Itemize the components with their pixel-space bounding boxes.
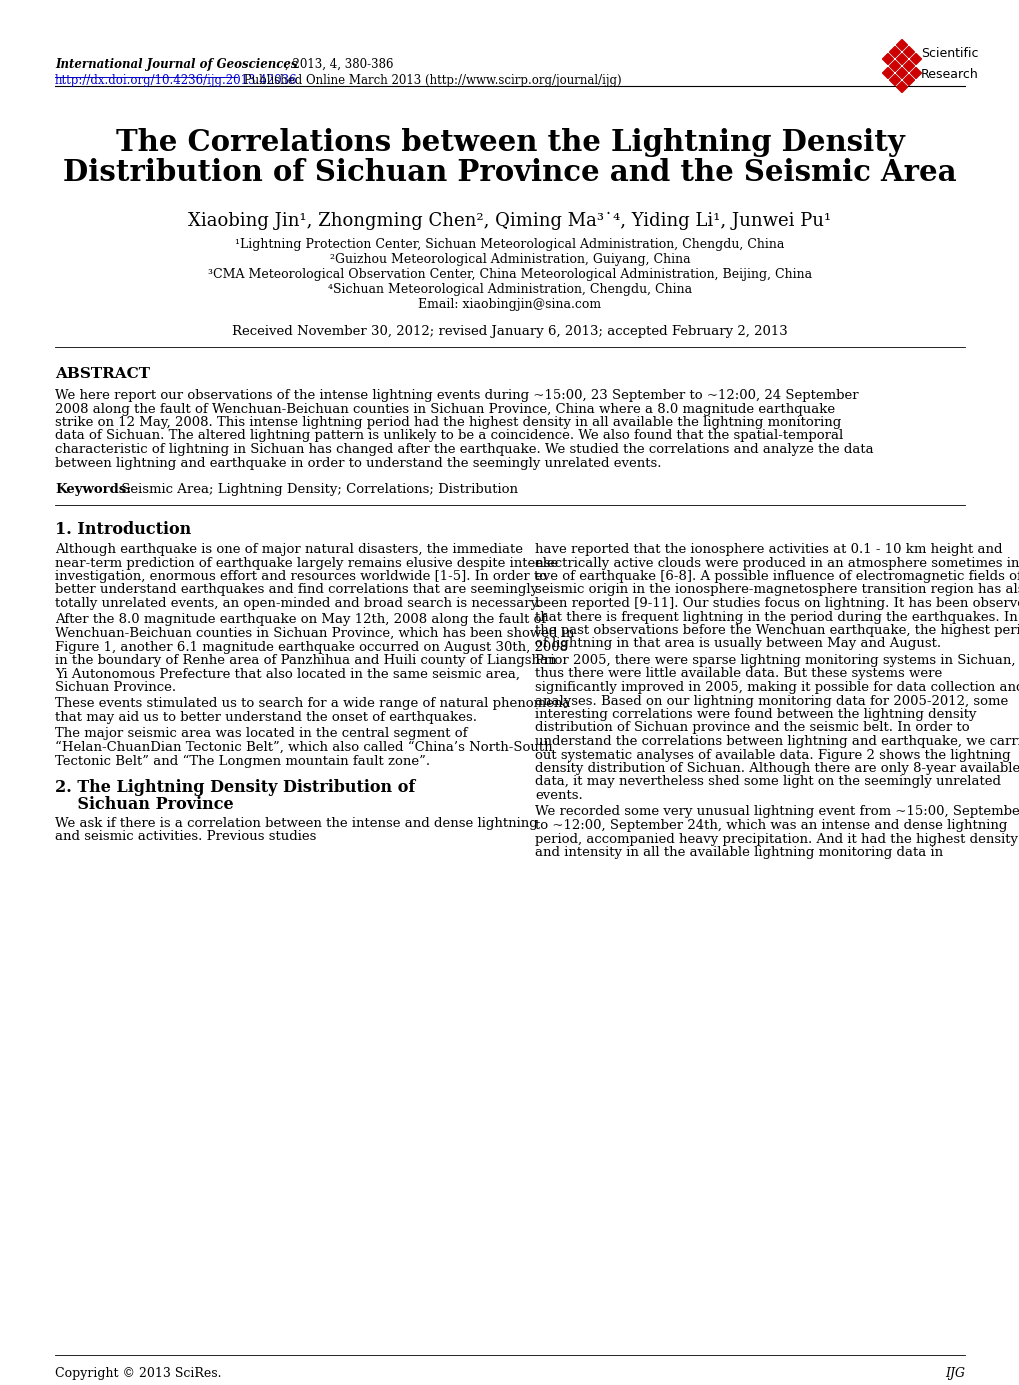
Text: that there is frequent lightning in the period during the earthquakes. In: that there is frequent lightning in the … — [535, 611, 1017, 623]
Text: IJG: IJG — [944, 1367, 964, 1379]
Text: ⁴Sichuan Meteorological Administration, Chengdu, China: ⁴Sichuan Meteorological Administration, … — [328, 283, 691, 296]
Polygon shape — [889, 47, 900, 58]
Text: Keywords:: Keywords: — [55, 483, 131, 496]
Text: distribution of Sichuan province and the seismic belt. In order to: distribution of Sichuan province and the… — [535, 722, 969, 734]
Text: 1. Introduction: 1. Introduction — [55, 521, 192, 537]
Text: been reported [9-11]. Our studies focus on lightning. It has been observed: been reported [9-11]. Our studies focus … — [535, 597, 1019, 609]
Text: Sichuan Province: Sichuan Province — [55, 796, 233, 813]
Text: Wenchuan-Beichuan counties in Sichuan Province, which has been showed in: Wenchuan-Beichuan counties in Sichuan Pr… — [55, 627, 574, 640]
Text: 2008 along the fault of Wenchuan-Beichuan counties in Sichuan Province, China wh: 2008 along the fault of Wenchuan-Beichua… — [55, 403, 835, 416]
Polygon shape — [910, 68, 920, 79]
Text: between lightning and earthquake in order to understand the seemingly unrelated : between lightning and earthquake in orde… — [55, 457, 661, 470]
Polygon shape — [903, 47, 914, 58]
Text: and seismic activities. Previous studies: and seismic activities. Previous studies — [55, 831, 316, 843]
Text: Scientific: Scientific — [920, 47, 977, 60]
Text: understand the correlations between lightning and earthquake, we carried: understand the correlations between ligh… — [535, 735, 1019, 748]
Polygon shape — [910, 54, 920, 65]
Text: Prior 2005, there were sparse lightning monitoring systems in Sichuan,: Prior 2005, there were sparse lightning … — [535, 654, 1015, 668]
Text: Research: Research — [920, 68, 978, 80]
Polygon shape — [889, 75, 900, 86]
Text: significantly improved in 2005, making it possible for data collection and: significantly improved in 2005, making i… — [535, 681, 1019, 694]
Text: Sichuan Province.: Sichuan Province. — [55, 681, 176, 694]
Polygon shape — [896, 54, 907, 65]
Text: interesting correlations were found between the lightning density: interesting correlations were found betw… — [535, 708, 975, 722]
Text: out systematic analyses of available data. Figure 2 shows the lightning: out systematic analyses of available dat… — [535, 748, 1010, 762]
Polygon shape — [881, 54, 893, 65]
Text: thus there were little available data. But these systems were: thus there were little available data. B… — [535, 668, 942, 680]
Text: better understand earthquakes and find correlations that are seemingly: better understand earthquakes and find c… — [55, 583, 538, 597]
Text: Distribution of Sichuan Province and the Seismic Area: Distribution of Sichuan Province and the… — [63, 158, 956, 187]
Text: Although earthquake is one of major natural disasters, the immediate: Although earthquake is one of major natu… — [55, 543, 523, 555]
Text: of lightning in that area is usually between May and August.: of lightning in that area is usually bet… — [535, 637, 941, 651]
Text: analyses. Based on our lightning monitoring data for 2005-2012, some: analyses. Based on our lightning monitor… — [535, 694, 1007, 708]
Polygon shape — [896, 82, 907, 93]
Text: We here report our observations of the intense lightning events during ~15:00, 2: We here report our observations of the i… — [55, 389, 858, 402]
Text: investigation, enormous effort and resources worldwide [1-5]. In order to: investigation, enormous effort and resou… — [55, 571, 546, 583]
Text: After the 8.0 magnitude earthquake on May 12th, 2008 along the fault of: After the 8.0 magnitude earthquake on Ma… — [55, 614, 546, 626]
Text: the past observations before the Wenchuan earthquake, the highest period: the past observations before the Wenchua… — [535, 625, 1019, 637]
Text: ³CMA Meteorological Observation Center, China Meteorological Administration, Bei: ³CMA Meteorological Observation Center, … — [208, 269, 811, 281]
Text: Yi Autonomous Prefecture that also located in the same seismic area,: Yi Autonomous Prefecture that also locat… — [55, 668, 520, 680]
Text: We ask if there is a correlation between the intense and dense lightning: We ask if there is a correlation between… — [55, 817, 537, 830]
Text: We recorded some very unusual lightning event from ~15:00, September 23rd: We recorded some very unusual lightning … — [535, 806, 1019, 819]
Text: These events stimulated us to search for a wide range of natural phenomena: These events stimulated us to search for… — [55, 698, 570, 711]
Text: eve of earthquake [6-8]. A possible influence of electromagnetic fields of: eve of earthquake [6-8]. A possible infl… — [535, 571, 1019, 583]
Text: Received November 30, 2012; revised January 6, 2013; accepted February 2, 2013: Received November 30, 2012; revised Janu… — [232, 325, 787, 338]
Text: period, accompanied heavy precipitation. And it had the highest density: period, accompanied heavy precipitation.… — [535, 832, 1017, 845]
Text: near-term prediction of earthquake largely remains elusive despite intense: near-term prediction of earthquake large… — [55, 557, 557, 569]
Polygon shape — [881, 68, 893, 79]
Text: Xiaobing Jin¹, Zhongming Chen², Qiming Ma³˙⁴, Yiding Li¹, Junwei Pu¹: Xiaobing Jin¹, Zhongming Chen², Qiming M… — [189, 212, 830, 230]
Text: to ~12:00, September 24th, which was an intense and dense lightning: to ~12:00, September 24th, which was an … — [535, 819, 1007, 832]
Text: Figure 1, another 6.1 magnitude earthquake occurred on August 30th, 2008: Figure 1, another 6.1 magnitude earthqua… — [55, 640, 568, 654]
Text: Copyright © 2013 SciRes.: Copyright © 2013 SciRes. — [55, 1367, 221, 1379]
Text: seismic origin in the ionosphere-magnetosphere transition region has also: seismic origin in the ionosphere-magneto… — [535, 583, 1019, 597]
Text: The major seismic area was located in the central segment of: The major seismic area was located in th… — [55, 727, 467, 741]
Text: , 2013, 4, 380-386: , 2013, 4, 380-386 — [284, 58, 393, 71]
Text: ²Guizhou Meteorological Administration, Guiyang, China: ²Guizhou Meteorological Administration, … — [329, 253, 690, 266]
Text: Tectonic Belt” and “The Longmen mountain fault zone”.: Tectonic Belt” and “The Longmen mountain… — [55, 755, 430, 767]
Text: Published Online March 2013 (http://www.scirp.org/journal/ijg): Published Online March 2013 (http://www.… — [239, 73, 621, 87]
Text: electrically active clouds were produced in an atmosphere sometimes in the: electrically active clouds were produced… — [535, 557, 1019, 569]
Text: The Correlations between the Lightning Density: The Correlations between the Lightning D… — [115, 127, 904, 157]
Text: ABSTRACT: ABSTRACT — [55, 367, 150, 381]
Text: events.: events. — [535, 789, 582, 802]
Text: in the boundary of Renhe area of Panzhihua and Huili county of Liangshan: in the boundary of Renhe area of Panzhih… — [55, 654, 556, 668]
Text: density distribution of Sichuan. Although there are only 8-year available: density distribution of Sichuan. Althoug… — [535, 762, 1019, 776]
Text: characteristic of lightning in Sichuan has changed after the earthquake. We stud: characteristic of lightning in Sichuan h… — [55, 443, 872, 456]
Text: data, it may nevertheless shed some light on the seemingly unrelated: data, it may nevertheless shed some ligh… — [535, 776, 1000, 788]
Text: data of Sichuan. The altered lightning pattern is unlikely to be a coincidence. : data of Sichuan. The altered lightning p… — [55, 429, 843, 442]
Text: totally unrelated events, an open-minded and broad search is necessary.: totally unrelated events, an open-minded… — [55, 597, 540, 609]
Text: Email: xiaobingjin@sina.com: Email: xiaobingjin@sina.com — [418, 298, 601, 312]
Polygon shape — [903, 75, 914, 86]
Text: Seismic Area; Lightning Density; Correlations; Distribution: Seismic Area; Lightning Density; Correla… — [117, 483, 518, 496]
Polygon shape — [903, 61, 914, 72]
Text: and intensity in all the available lightning monitoring data in: and intensity in all the available light… — [535, 846, 943, 859]
Text: International Journal of Geosciences: International Journal of Geosciences — [55, 58, 298, 71]
Text: have reported that the ionosphere activities at 0.1 - 10 km height and: have reported that the ionosphere activi… — [535, 543, 1002, 555]
Text: that may aid us to better understand the onset of earthquakes.: that may aid us to better understand the… — [55, 711, 477, 724]
Text: 2. The Lightning Density Distribution of: 2. The Lightning Density Distribution of — [55, 778, 415, 796]
Polygon shape — [896, 40, 907, 50]
Polygon shape — [889, 61, 900, 72]
Polygon shape — [896, 68, 907, 79]
Text: ¹Lightning Protection Center, Sichuan Meteorological Administration, Chengdu, Ch: ¹Lightning Protection Center, Sichuan Me… — [235, 238, 784, 251]
Text: http://dx.doi.org/10.4236/ijg.2013.42036: http://dx.doi.org/10.4236/ijg.2013.42036 — [55, 73, 298, 87]
Text: strike on 12 May, 2008. This intense lightning period had the highest density in: strike on 12 May, 2008. This intense lig… — [55, 416, 841, 429]
Text: “Helan-ChuanDian Tectonic Belt”, which also called “China’s North-South: “Helan-ChuanDian Tectonic Belt”, which a… — [55, 741, 552, 753]
